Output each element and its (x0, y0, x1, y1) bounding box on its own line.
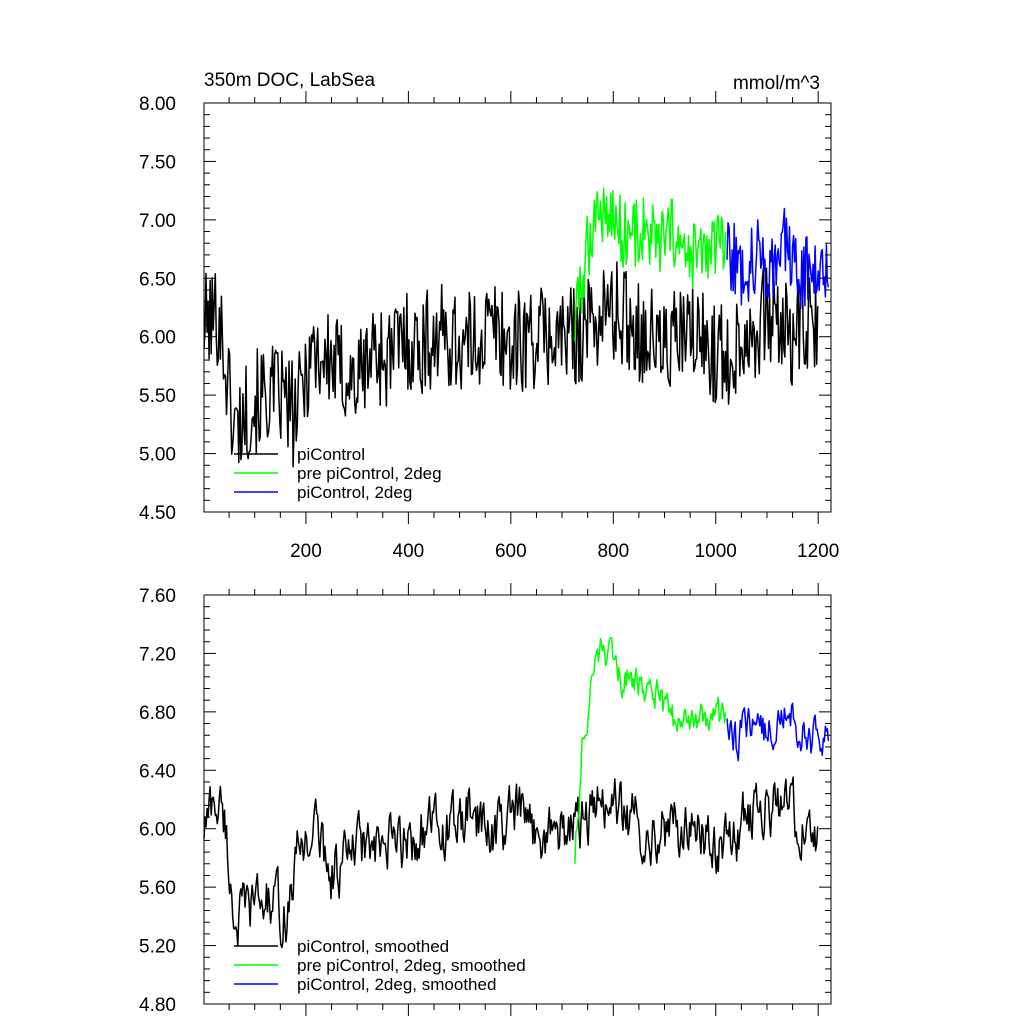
y-tick-label: 7.60 (139, 586, 176, 607)
legend-label-2: pre piControl, 2deg (297, 464, 442, 483)
top-plot-frame (203, 102, 832, 513)
series-line-2 (574, 187, 727, 342)
y-tick-label: 4.50 (139, 503, 176, 524)
y-tick-label: 7.50 (139, 152, 176, 173)
top-units: mmol/m^3 (733, 73, 820, 94)
y-tick-label: 6.00 (139, 820, 176, 841)
y-tick-label: 5.60 (139, 878, 176, 899)
legend-label-1: piControl, smoothed (297, 937, 449, 956)
y-tick-label: 4.80 (139, 995, 176, 1016)
top-panel: 350m DOC, LabSea mmol/m^3 4.50 5.00 5.50 6.… (139, 70, 839, 562)
x-tick-label: 800 (597, 541, 629, 562)
series-line-1 (203, 776, 819, 949)
y-tick-label: 5.50 (139, 386, 176, 407)
bottom-plot-frame (203, 594, 832, 1005)
series-line-3 (726, 702, 830, 762)
top-title: 350m DOC, LabSea (204, 70, 376, 91)
y-tick-label: 6.00 (139, 328, 176, 349)
y-tick-label: 7.00 (139, 211, 176, 232)
bottom-panel: 4.80 5.20 5.60 6.00 6.40 6.80 7.20 7.60 piContr… (139, 583, 832, 1016)
series-line-2 (574, 636, 727, 864)
x-tick-label: 400 (393, 541, 425, 562)
x-tick-label: 600 (495, 541, 527, 562)
legend-label-3: piControl, 2deg, smoothed (297, 975, 496, 994)
y-tick-label: 5.20 (139, 937, 176, 958)
x-tick-label: 1000 (695, 541, 737, 562)
y-tick-label: 6.80 (139, 703, 176, 724)
y-tick-label: 6.40 (139, 761, 176, 782)
x-tick-label: 200 (290, 541, 322, 562)
y-tick-label: 6.50 (139, 269, 176, 290)
y-tick-label: 5.00 (139, 445, 176, 466)
series-line-3 (726, 207, 830, 310)
series-line-1 (203, 261, 819, 468)
legend-label-1: piControl (297, 445, 365, 464)
y-tick-label: 7.20 (139, 644, 176, 665)
y-tick-label: 8.00 (139, 94, 176, 115)
x-tick-label: 1200 (797, 541, 839, 562)
legend-label-3: piControl, 2deg (297, 483, 412, 502)
legend-label-2: pre piControl, 2deg, smoothed (297, 956, 526, 975)
